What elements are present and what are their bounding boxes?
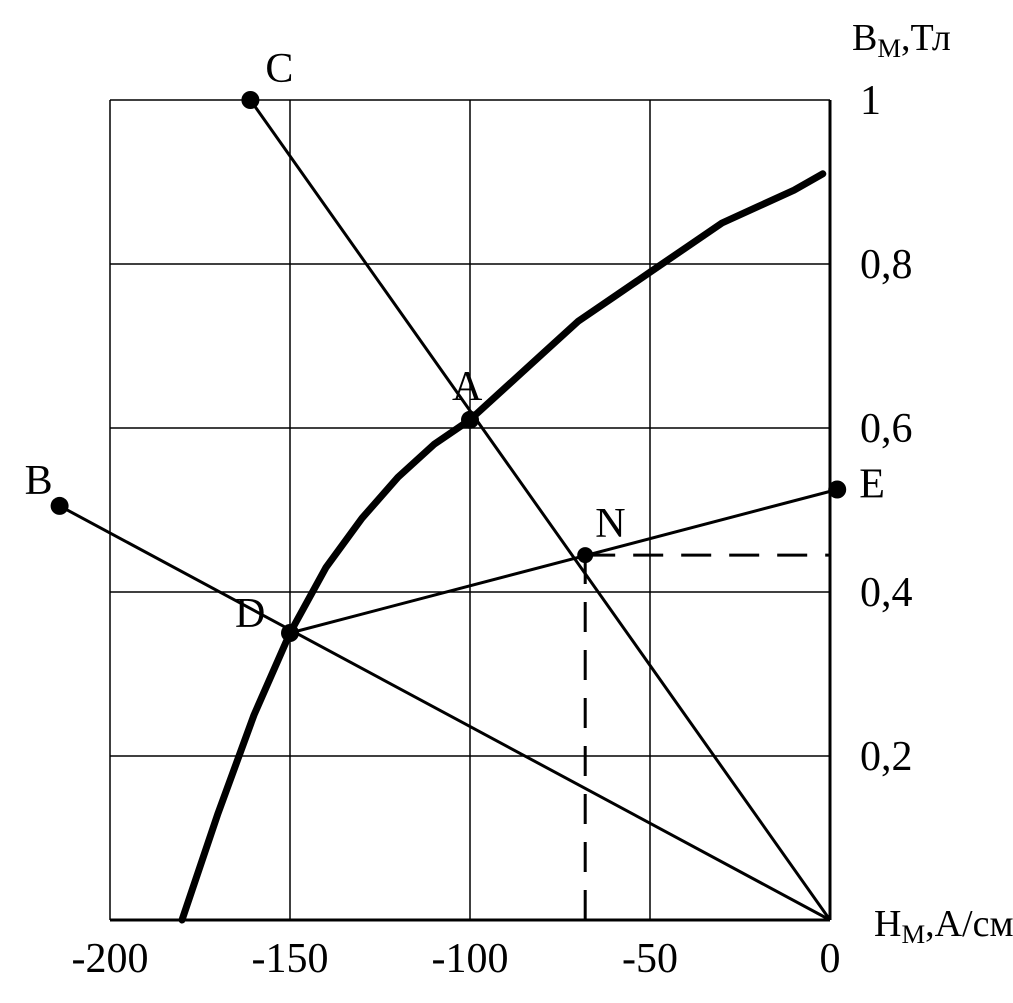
y-tick-0.8: 0,8 bbox=[860, 242, 913, 288]
point-label-C: C bbox=[265, 46, 293, 92]
point-A bbox=[461, 411, 479, 429]
demagnetization-chart: C A B E N D -200 -150 -100 -50 0 0,2 0,4 0,6 0,8 1 BМ,Тл… bbox=[0, 0, 1013, 1003]
point-E bbox=[828, 481, 846, 499]
point-label-B: B bbox=[25, 458, 53, 504]
y-tick-0.4: 0,4 bbox=[860, 570, 913, 616]
x-tick-0: 0 bbox=[820, 936, 841, 982]
point-label-N: N bbox=[595, 501, 625, 547]
point-label-A: A bbox=[452, 364, 483, 410]
x-tick--200: -200 bbox=[72, 936, 149, 982]
point-C bbox=[241, 91, 259, 109]
x-tick--100: -100 bbox=[432, 936, 509, 982]
point-label-E: E bbox=[859, 462, 885, 508]
y-tick-1: 1 bbox=[860, 78, 881, 124]
y-tick-0.6: 0,6 bbox=[860, 406, 913, 452]
x-tick--150: -150 bbox=[252, 936, 329, 982]
point-N bbox=[577, 547, 593, 563]
point-label-D: D bbox=[235, 591, 265, 637]
point-B bbox=[51, 497, 69, 515]
x-axis-label: HМ,A/см bbox=[874, 903, 1013, 949]
y-tick-0.2: 0,2 bbox=[860, 734, 913, 780]
point-D bbox=[281, 624, 299, 642]
y-axis-label: BМ,Тл bbox=[852, 17, 951, 63]
x-tick--50: -50 bbox=[622, 936, 678, 982]
